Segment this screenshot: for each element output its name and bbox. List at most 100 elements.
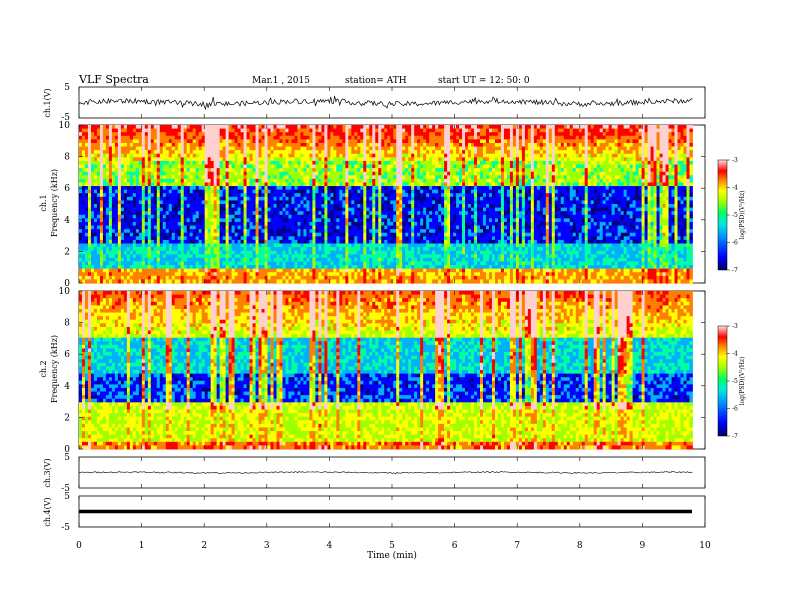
spectral-cell bbox=[402, 221, 406, 226]
spectral-cell bbox=[405, 189, 409, 194]
spectral-cell bbox=[84, 229, 89, 234]
spectral-cell bbox=[345, 132, 349, 137]
spectral-cell bbox=[267, 225, 271, 230]
spectral-cell bbox=[381, 261, 385, 266]
spectral-cell bbox=[198, 160, 203, 165]
spectral-cell bbox=[93, 128, 98, 133]
spectral-cell bbox=[213, 178, 218, 183]
spectral-cell bbox=[396, 186, 400, 191]
spectral-cell bbox=[144, 247, 149, 252]
spectral-cell bbox=[243, 211, 247, 216]
spectral-cell bbox=[150, 142, 155, 147]
spectral-cell bbox=[327, 207, 331, 212]
spectral-cell bbox=[318, 204, 322, 208]
spectral-cell bbox=[330, 239, 334, 244]
spectral-cell bbox=[132, 160, 137, 165]
spectral-cell bbox=[117, 142, 122, 147]
spectral-cell bbox=[246, 272, 250, 277]
spectral-cell bbox=[411, 257, 415, 262]
spectral-cell bbox=[123, 142, 128, 147]
spectral-cell bbox=[378, 171, 382, 176]
spectral-cell bbox=[345, 239, 349, 244]
spectral-cell bbox=[417, 153, 421, 158]
spectral-cell bbox=[96, 225, 101, 230]
spectral-cell bbox=[354, 250, 358, 255]
spectral-cell bbox=[267, 257, 271, 262]
spectral-cell bbox=[117, 250, 122, 255]
spectral-cell bbox=[252, 153, 256, 158]
spectral-cell bbox=[243, 153, 247, 158]
spectral-cell bbox=[96, 142, 101, 147]
spectral-cell bbox=[126, 279, 131, 284]
spectral-cell bbox=[306, 186, 310, 191]
spectral-cell bbox=[399, 186, 403, 191]
spectral-cell bbox=[381, 265, 385, 270]
spectral-cell bbox=[348, 232, 352, 237]
spectral-cell bbox=[303, 139, 307, 144]
spectral-cell bbox=[129, 207, 134, 212]
spectral-cell bbox=[99, 150, 104, 155]
spectral-cell bbox=[93, 182, 98, 187]
spectral-cell bbox=[135, 150, 140, 155]
spectral-cell bbox=[387, 135, 391, 140]
spectral-cell bbox=[360, 182, 364, 187]
spectral-cell bbox=[165, 272, 170, 277]
spectral-cell bbox=[195, 189, 200, 194]
spectral-cell bbox=[267, 175, 271, 180]
spectral-cell bbox=[375, 193, 379, 198]
spectral-cell bbox=[204, 243, 209, 248]
spectral-cell bbox=[81, 232, 86, 237]
spectral-cell bbox=[162, 272, 167, 277]
spectral-cell bbox=[192, 239, 197, 244]
spectral-cell bbox=[393, 139, 397, 144]
spectral-cell bbox=[186, 132, 191, 137]
spectral-cell bbox=[204, 189, 209, 194]
spectral-cell bbox=[267, 207, 271, 212]
spectral-cell bbox=[132, 193, 137, 198]
spectral-cell bbox=[79, 257, 83, 262]
spectral-cell bbox=[348, 171, 352, 176]
spectral-cell bbox=[228, 146, 233, 151]
spectral-cell bbox=[300, 268, 304, 273]
spectral-cell bbox=[174, 232, 179, 237]
spectral-cell bbox=[357, 272, 361, 277]
spectral-cell bbox=[381, 232, 385, 237]
spectral-cell bbox=[132, 196, 137, 201]
spectral-cell bbox=[150, 175, 155, 180]
spectral-cell bbox=[165, 265, 170, 270]
spectral-cell bbox=[111, 218, 116, 223]
spectral-cell bbox=[183, 265, 188, 270]
spectral-cell bbox=[174, 272, 179, 277]
spectral-cell bbox=[237, 239, 241, 244]
spectral-cell bbox=[288, 229, 292, 234]
spectral-cell bbox=[285, 139, 289, 144]
spectral-cell bbox=[147, 211, 152, 216]
spectral-cell bbox=[159, 160, 164, 165]
spectral-cell bbox=[381, 125, 385, 129]
spectral-cell bbox=[285, 153, 289, 158]
spectral-cell bbox=[189, 135, 194, 140]
spectral-cell bbox=[306, 275, 310, 280]
spectral-cell bbox=[195, 182, 200, 187]
spectral-cell bbox=[363, 146, 367, 151]
spectral-cell bbox=[378, 142, 382, 147]
spectral-cell bbox=[273, 160, 277, 165]
spectral-cell bbox=[333, 153, 337, 158]
spectral-cell bbox=[357, 160, 361, 165]
spectral-cell bbox=[408, 229, 412, 234]
spectral-cell bbox=[159, 125, 164, 129]
spectral-cell bbox=[342, 153, 346, 158]
spectral-cell bbox=[90, 196, 95, 201]
spectral-cell bbox=[114, 257, 119, 262]
spectral-cell bbox=[105, 189, 110, 194]
spectral-cell bbox=[147, 243, 152, 248]
spectral-cell bbox=[213, 268, 218, 273]
spectral-cell bbox=[192, 236, 197, 241]
spectral-cell bbox=[135, 164, 140, 169]
spectral-cell bbox=[123, 257, 128, 262]
spectral-cell bbox=[255, 125, 259, 129]
spectral-cell bbox=[333, 265, 337, 270]
spectral-cell bbox=[354, 153, 358, 158]
spectral-cell bbox=[255, 193, 259, 198]
spectral-cell bbox=[414, 218, 418, 223]
